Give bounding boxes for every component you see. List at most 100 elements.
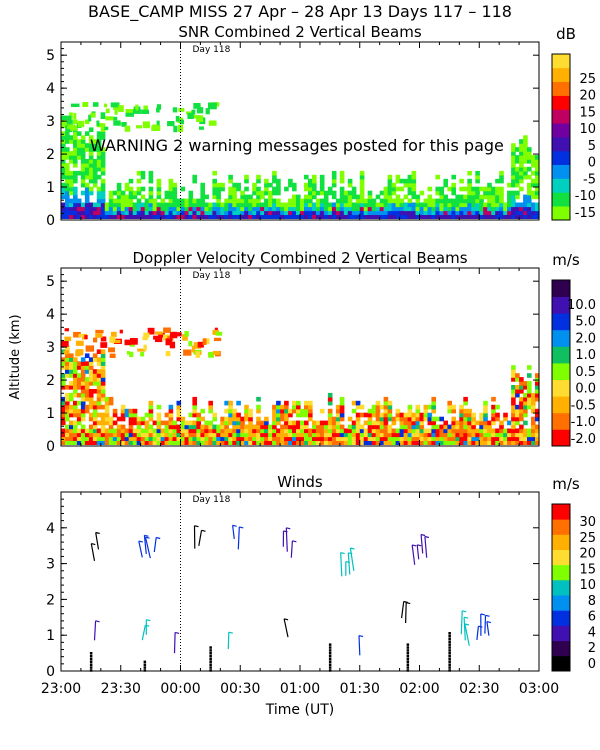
data-cell [463,194,468,200]
data-cell [164,412,170,418]
data-cell [300,206,305,212]
data-cell [92,174,98,180]
data-cell [116,198,122,204]
data-cell [96,400,102,406]
data-cell [323,202,329,208]
data-cell [144,424,150,430]
data-cell [180,428,186,434]
data-cell [65,182,70,188]
data-cell [331,416,337,422]
y-tick-label: 2 [46,592,55,608]
data-cell [339,408,345,414]
data-cell [427,428,433,434]
data-cell [65,396,70,402]
data-cell [519,428,524,434]
wind-barb [464,623,470,646]
data-cell [84,163,90,168]
data-cell [511,182,516,188]
data-cell [387,400,393,406]
data-cell [363,412,369,418]
data-cell [327,428,333,434]
data-cell [288,198,293,204]
data-cell [499,202,504,208]
data-cell [523,198,528,204]
data-cell [272,186,277,192]
data-cell [88,159,94,164]
data-cell [88,412,94,418]
data-cell [80,392,86,398]
data-cell [116,436,122,441]
data-cell [511,190,516,196]
data-cell [69,396,74,402]
data-cell [125,109,134,113]
data-cell [535,170,540,176]
data-cell [100,135,106,140]
data-cell [61,214,66,219]
data-cell [272,170,277,176]
data-cell [471,436,476,441]
data-cell [319,182,325,188]
colorbar-swatch [552,564,570,581]
data-cell [132,428,138,434]
data-cell [519,432,524,438]
data-cell [439,428,444,434]
data-cell [100,420,106,426]
data-cell [112,206,118,212]
wind-point [89,652,93,655]
data-cell [276,440,281,445]
data-cell [228,416,233,422]
data-cell [156,182,162,188]
data-cell [292,408,297,414]
data-cell [80,381,86,386]
data-cell [359,440,365,445]
data-cell [427,416,433,422]
data-cell [515,194,520,200]
data-cell [76,202,82,208]
colorbar-swatch [552,429,570,447]
wind-barb [198,530,203,547]
data-cell [387,214,393,219]
data-cell [140,351,145,357]
data-cell [284,202,289,208]
data-cell [387,202,393,208]
data-cell [359,428,365,434]
data-cell [323,436,329,441]
data-cell [100,440,106,445]
data-cell [495,416,500,422]
data-cell [383,404,389,410]
data-cell [495,206,500,212]
data-cell [248,214,253,219]
data-cell [387,174,393,180]
data-cell [61,147,66,152]
data-cell [96,381,102,386]
data-cell [76,381,82,386]
data-cell [205,108,210,115]
data-cell [367,198,373,204]
data-cell [383,416,389,422]
wind-point [328,669,332,672]
data-cell [395,214,401,219]
data-cell [168,206,174,212]
data-cell [88,428,94,434]
data-cell [100,369,106,374]
data-cell [515,178,520,184]
data-cell [96,420,102,426]
data-cell [180,210,186,215]
data-cell [323,190,329,196]
data-cell [172,210,178,215]
data-cell [363,206,369,212]
data-cell [471,214,476,219]
data-cell [335,206,341,212]
data-cell [491,210,496,215]
data-cell [212,350,220,355]
wind-barb [476,626,479,641]
data-cell [403,420,409,426]
data-cell [292,424,297,430]
data-cell [300,440,305,445]
wind-point [448,632,451,635]
data-cell [523,194,528,200]
data-cell [84,428,90,434]
data-cell [84,210,90,215]
data-cell [73,202,78,208]
data-cell [487,440,492,445]
